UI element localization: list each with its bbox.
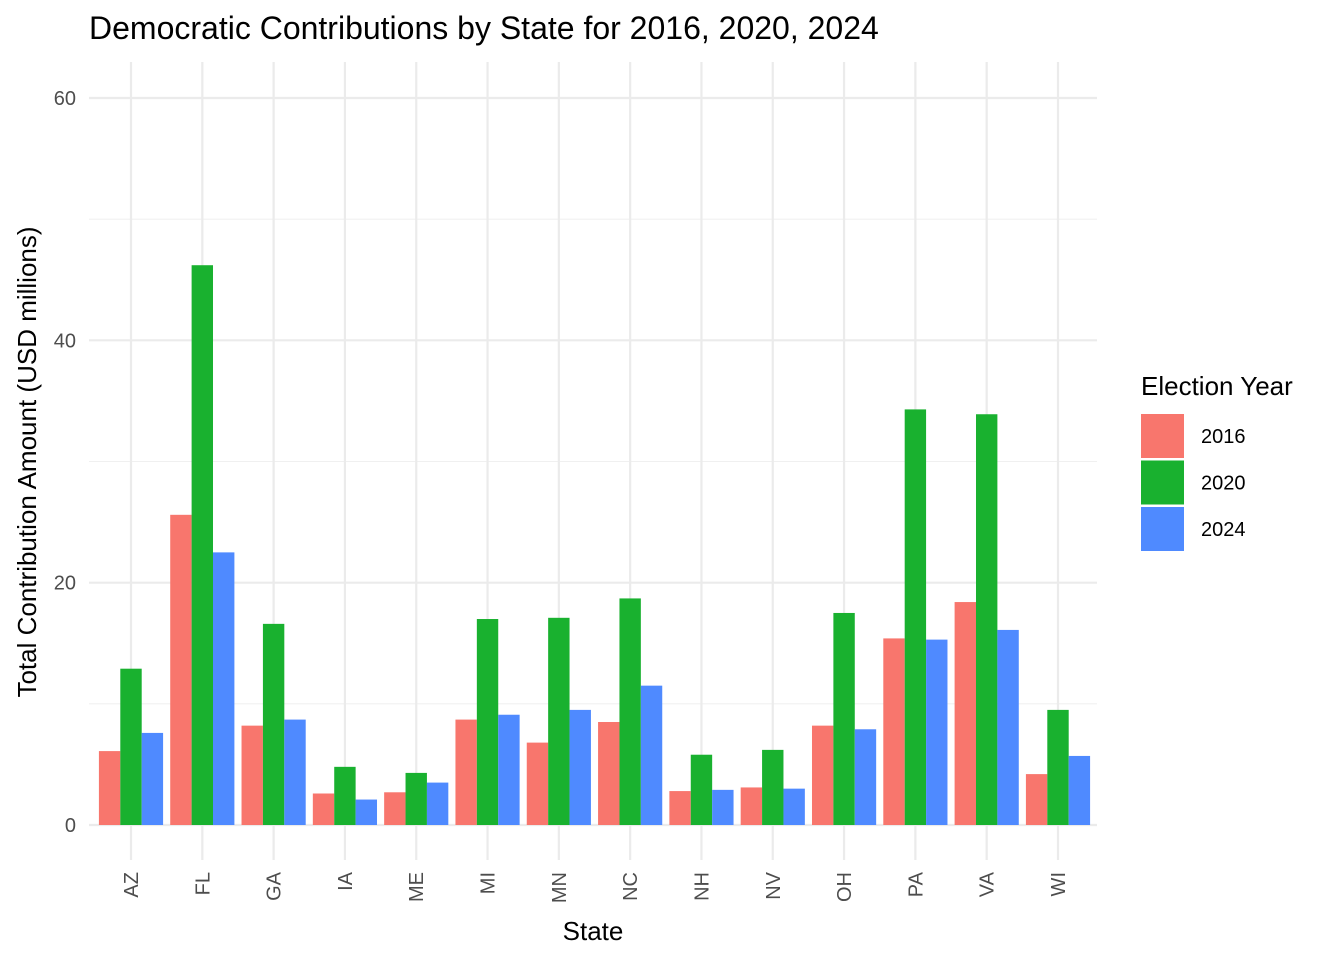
bar-az-2024: [141, 732, 164, 825]
x-tick-label-az: AZ: [121, 872, 143, 898]
bar-oh-2024: [854, 729, 877, 825]
x-tick-label-nh: NH: [691, 872, 713, 901]
y-tick-label: 0: [65, 815, 76, 837]
bar-nh-2024: [712, 789, 734, 825]
bar-nv-2020: [762, 749, 784, 825]
bar-wi-2020: [1047, 709, 1069, 825]
x-tick-label-mi: MI: [478, 872, 500, 894]
legend-label-2016: 2016: [1201, 426, 1246, 448]
bar-nh-2020: [690, 754, 713, 825]
bar-oh-2020: [833, 612, 855, 825]
bar-fl-2020: [191, 265, 214, 826]
bar-mn-2016: [526, 742, 549, 825]
y-axis-ticks: 0 20 40 60: [54, 88, 76, 837]
legend-key-2024: [1141, 507, 1184, 551]
x-tick-label-nv: NV: [763, 871, 785, 899]
x-axis-title: State: [563, 916, 624, 946]
bar-va-2020: [975, 414, 998, 825]
bar-me-2016: [384, 792, 406, 825]
bar-wi-2024: [1068, 755, 1091, 825]
bar-nc-2024: [640, 685, 663, 825]
x-tick-label-wi: WI: [1048, 872, 1070, 896]
legend-title: Election Year: [1141, 371, 1293, 401]
bar-wi-2016: [1025, 774, 1048, 825]
legend-label-2020: 2020: [1201, 473, 1246, 495]
bar-ia-2020: [334, 766, 356, 825]
bar-nv-2016: [740, 787, 763, 825]
bar-ia-2016: [312, 793, 335, 825]
bar-mi-2020: [476, 619, 499, 825]
bar-ia-2024: [355, 799, 378, 825]
bar-mi-2016: [455, 719, 477, 825]
bar-pa-2020: [904, 409, 927, 825]
chart-title: Democratic Contributions by State for 20…: [89, 10, 879, 46]
y-tick-label: 60: [54, 88, 76, 110]
bar-me-2020: [405, 772, 427, 825]
bar-mi-2024: [498, 714, 520, 825]
y-tick-label: 40: [54, 330, 76, 352]
bar-nv-2024: [783, 788, 805, 825]
legend-key-2016: [1141, 414, 1184, 458]
bar-me-2024: [426, 782, 449, 825]
bar-ga-2016: [241, 725, 263, 825]
bar-pa-2016: [883, 638, 905, 825]
x-tick-label-ia: IA: [335, 871, 357, 891]
x-axis-ticks: AZ FL GA IA ME MI MN NC NH NV OH PA VA WI: [121, 871, 1070, 903]
bar-va-2024: [997, 629, 1019, 825]
bar-ga-2024: [284, 719, 306, 825]
bar-nc-2016: [598, 722, 620, 825]
x-tick-label-ga: GA: [264, 871, 286, 901]
bar-fl-2024: [213, 552, 235, 825]
bar-ga-2020: [262, 623, 285, 825]
x-tick-label-va: VA: [977, 871, 999, 897]
bar-az-2020: [120, 668, 142, 825]
bar-fl-2016: [170, 514, 192, 825]
bar-mn-2020: [548, 617, 570, 825]
bar-va-2016: [954, 602, 976, 825]
bar-mn-2024: [569, 709, 591, 825]
bar-oh-2016: [811, 725, 834, 825]
bar-az-2016: [98, 751, 121, 825]
x-tick-label-fl: FL: [192, 872, 214, 895]
x-tick-label-nc: NC: [620, 872, 642, 901]
legend-label-2024: 2024: [1201, 519, 1246, 541]
y-tick-label: 20: [54, 573, 76, 595]
x-tick-label-oh: OH: [834, 872, 856, 902]
bar-nc-2020: [619, 598, 641, 825]
legend: Election Year 2016 2020 2024: [1141, 371, 1293, 551]
x-tick-label-pa: PA: [905, 871, 927, 897]
x-tick-label-mn: MN: [549, 872, 571, 903]
bar-nh-2016: [669, 791, 691, 825]
x-tick-label-me: ME: [406, 872, 428, 902]
legend-key-2020: [1141, 460, 1184, 505]
bar-pa-2024: [926, 639, 948, 825]
y-axis-title: Total Contribution Amount (USD millions): [12, 226, 42, 697]
bars: [98, 265, 1091, 826]
